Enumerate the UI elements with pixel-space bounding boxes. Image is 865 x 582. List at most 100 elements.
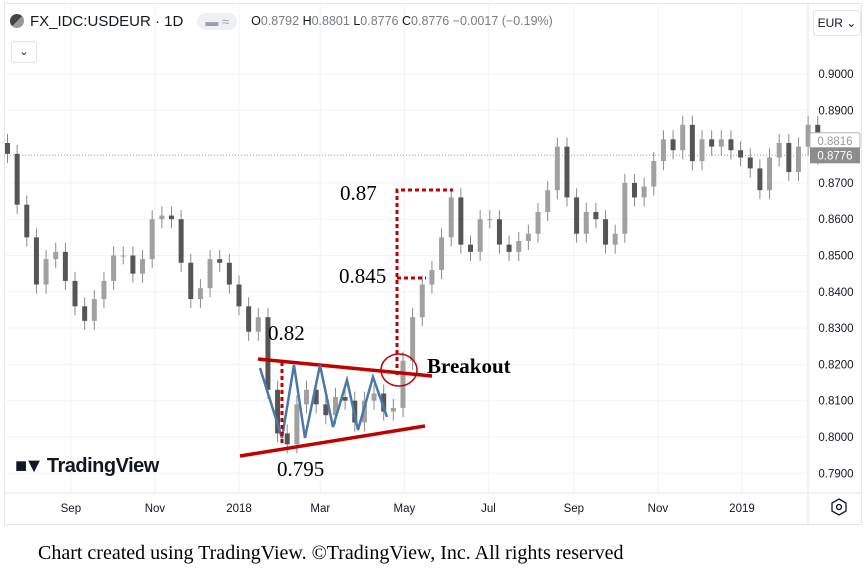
label-lower: 0.795 — [277, 457, 325, 481]
low-label: L — [353, 14, 361, 28]
candle-body — [728, 139, 734, 151]
candle-body — [535, 211, 541, 234]
candle-body — [188, 262, 194, 300]
settings-icon[interactable] — [831, 498, 847, 516]
y-tick-label: 0.8500 — [818, 251, 853, 263]
candle-body — [304, 389, 310, 405]
candle-body — [275, 389, 281, 434]
candle-body — [82, 306, 88, 321]
candle-body — [400, 360, 406, 408]
zigzag-line — [258, 364, 389, 439]
marker-price-label: 0.8816 — [817, 136, 852, 148]
x-tick-label: May — [393, 503, 415, 515]
candle-body — [207, 259, 213, 289]
candle-body — [33, 237, 39, 285]
y-tick-label: 0.8700 — [818, 178, 853, 190]
candle-body — [680, 124, 686, 151]
candle-body — [525, 233, 531, 241]
candle-body — [718, 139, 724, 147]
y-tick-label: 0.8600 — [818, 214, 853, 226]
candle-body — [62, 251, 68, 281]
candle-body — [371, 393, 377, 401]
candle-body — [805, 124, 811, 147]
candle-body — [487, 219, 493, 221]
y-tick-label: 0.8100 — [818, 396, 853, 408]
candle-body — [448, 197, 454, 238]
price-axis[interactable]: 0.9000 0.8900 0.8700 0.8600 0.8500 0.8400 0.83… — [818, 69, 853, 480]
candle-body — [468, 244, 474, 252]
candle-body — [651, 161, 657, 187]
y-tick-label: 0.7900 — [818, 468, 853, 480]
candle-body — [593, 211, 599, 220]
candle-body — [342, 397, 348, 401]
candle-body — [197, 288, 203, 300]
candle-body — [612, 233, 618, 245]
chevron-down-icon: ⌄ — [19, 45, 29, 58]
label-breakout: Breakout — [427, 354, 511, 378]
open-value: 0.8792 — [260, 14, 300, 28]
candle-body — [786, 142, 792, 173]
candle-body — [622, 182, 628, 234]
candle-body — [178, 219, 184, 263]
target-2-line — [395, 188, 453, 375]
candle-body — [419, 284, 425, 318]
symbol-logo-icon[interactable] — [10, 14, 24, 28]
x-tick-label: Sep — [564, 503, 584, 515]
symbol-title[interactable]: FX_IDC:USDEUR · 1D — [30, 12, 184, 30]
grid — [4, 3, 808, 493]
candle-body — [24, 204, 30, 238]
candle-body — [120, 255, 126, 257]
candle-body — [709, 139, 715, 147]
tradingview-logo[interactable]: ■▼ TradingView — [15, 455, 159, 478]
candle-body — [323, 404, 329, 416]
candle-body — [72, 280, 78, 307]
chart-canvas[interactable]: 0.9000 0.8900 0.8700 0.8600 0.8500 0.8400 0.83… — [0, 0, 865, 530]
collapse-legend-button[interactable]: ⌄ — [11, 41, 37, 63]
candle-body — [149, 219, 155, 260]
candle-body — [4, 142, 10, 154]
candle-body — [574, 197, 580, 234]
pattern-annotations — [239, 188, 453, 458]
tradingview-logo-icon: ■▼ — [15, 455, 44, 477]
candle-body — [795, 146, 801, 173]
close-label: C — [401, 14, 412, 28]
candle-body — [217, 259, 223, 263]
candle-body — [236, 284, 242, 307]
last-price-tag — [810, 147, 860, 164]
label-upper: 0.82 — [268, 321, 305, 345]
candle-body — [631, 182, 637, 198]
candle-body — [381, 393, 387, 412]
candle-body — [140, 259, 146, 274]
candle-body — [506, 244, 512, 252]
currency-selector[interactable]: EUR ⌄ — [813, 10, 861, 36]
candles — [4, 115, 821, 454]
candle-body — [670, 139, 676, 151]
candle-body — [313, 389, 319, 405]
candle-body — [496, 219, 502, 245]
x-tick-label: Sep — [61, 503, 81, 515]
candle-body — [747, 157, 753, 169]
candle-body — [265, 317, 271, 390]
x-tick-label: Nov — [145, 503, 166, 515]
y-tick-label: 0.8200 — [818, 359, 853, 371]
candle-body — [294, 404, 300, 445]
candle-body — [332, 397, 338, 416]
candle-body — [284, 433, 290, 445]
resistance-trendline — [257, 357, 433, 378]
candle-body — [43, 259, 49, 285]
x-tick-label: 2018 — [226, 503, 252, 515]
candle-body — [776, 142, 782, 158]
candle-body — [111, 255, 117, 281]
candle-body — [583, 211, 589, 234]
legend-header: FX_IDC:USDEUR · 1D ▬ ≈ O0.8792 H0.8801 L… — [10, 10, 553, 32]
chart-mode-toggle[interactable]: ▬ ≈ — [197, 12, 238, 30]
candle-body — [738, 150, 744, 158]
candle-body — [429, 270, 435, 285]
candle-body — [554, 146, 560, 191]
time-axis[interactable]: Sep Nov 2018 Mar May Jul Sep Nov 2019 — [61, 503, 755, 515]
candle-body — [246, 306, 252, 332]
candle-body — [130, 255, 136, 274]
chart-frame — [4, 3, 862, 525]
low-value: 0.8776 — [360, 14, 399, 28]
candle-body — [699, 139, 705, 162]
